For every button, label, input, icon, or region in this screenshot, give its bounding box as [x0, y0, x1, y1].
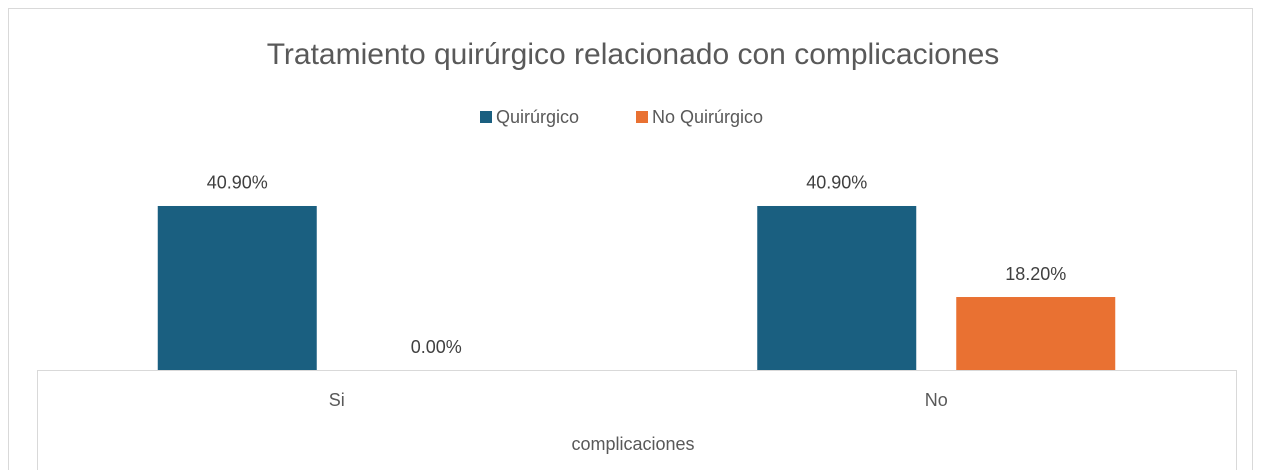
chart-border	[8, 8, 1253, 470]
legend-label: No Quirúrgico	[652, 107, 763, 127]
bar	[956, 297, 1116, 370]
x-tick-label: No	[925, 390, 948, 410]
legend-swatch	[480, 111, 492, 123]
data-label: 40.90%	[207, 173, 268, 193]
axis-box	[37, 370, 1237, 470]
bar	[757, 205, 917, 370]
bar	[157, 205, 317, 370]
data-label: 40.90%	[806, 173, 867, 193]
legend-swatch	[636, 111, 648, 123]
x-tick-label: Si	[329, 390, 345, 410]
data-label: 18.20%	[1005, 264, 1066, 284]
chart-title: Tratamiento quirúrgico relacionado con c…	[267, 38, 1000, 71]
data-label: 0.00%	[411, 337, 462, 357]
x-axis-title: complicaciones	[571, 434, 694, 454]
legend-label: Quirúrgico	[496, 107, 579, 127]
